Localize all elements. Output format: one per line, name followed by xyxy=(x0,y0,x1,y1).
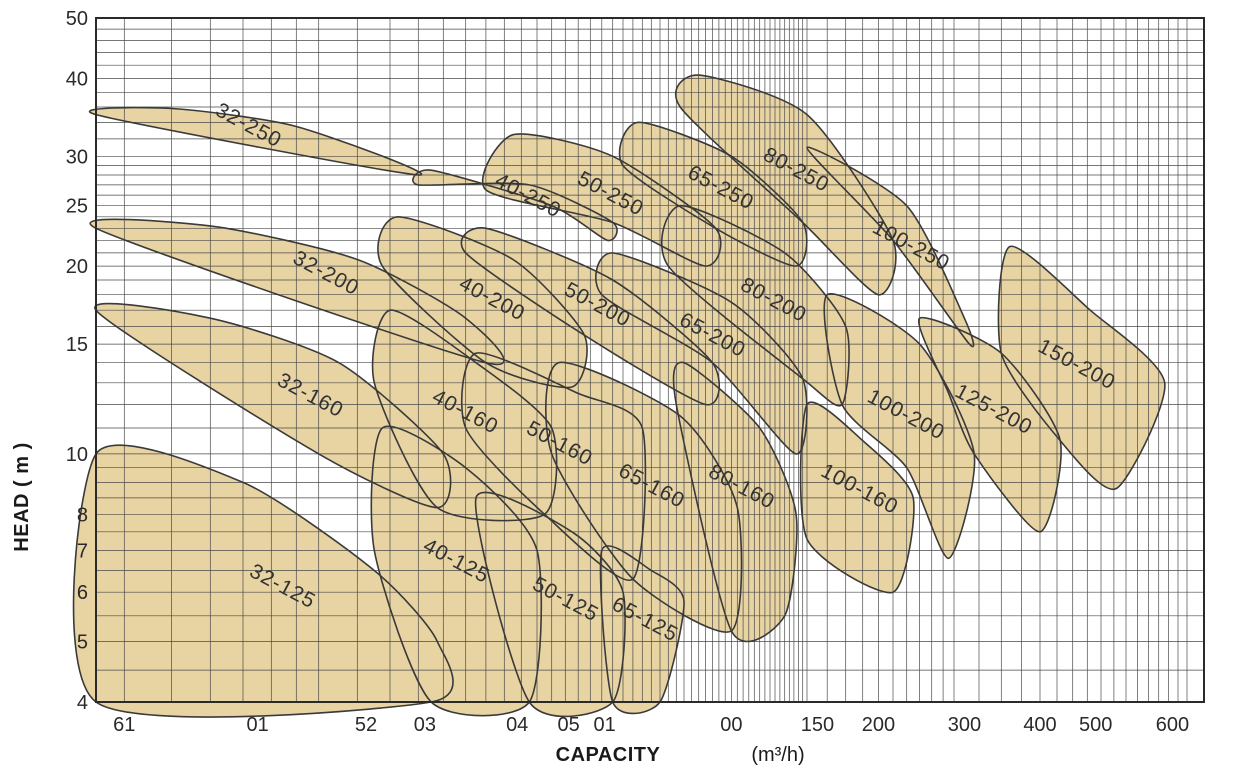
y-tick-label: 40 xyxy=(66,68,88,90)
x-tick-label: 03 xyxy=(414,714,436,736)
y-tick-label: 30 xyxy=(66,146,88,168)
y-tick-label: 7 xyxy=(77,540,88,562)
y-tick-label: 50 xyxy=(66,8,88,30)
region-outline-50-200 xyxy=(460,227,721,406)
region-outline-40-200 xyxy=(377,215,588,389)
region-outline-100-200 xyxy=(823,292,976,560)
y-tick-labels: 4 5 6 7 8 10 15 20 25 30 40 50 xyxy=(66,8,88,714)
x-tick-label: 500 xyxy=(1079,714,1112,736)
x-tick-labels: 61 01 52 03 04 05 01 00 150 200 300 400 500 600 xyxy=(113,714,1189,736)
region-outline-32-250 xyxy=(88,106,423,176)
region-outline-50-125 xyxy=(474,491,626,718)
x-tick-label: 52 xyxy=(355,714,377,736)
region-80-200 xyxy=(661,205,849,406)
region-outline-100-160 xyxy=(799,401,915,594)
region-32-250 xyxy=(89,107,422,176)
y-tick-label: 5 xyxy=(77,632,88,654)
region-outline-32-160 xyxy=(94,302,452,509)
region-100-160 xyxy=(800,402,914,593)
plot-frame xyxy=(95,17,1205,703)
region-outline-150-200 xyxy=(997,245,1166,491)
x-tick-label: 150 xyxy=(801,714,834,736)
region-outline-50-250 xyxy=(481,133,722,267)
y-tick-label: 25 xyxy=(66,196,88,218)
y-tick-label: 10 xyxy=(66,444,88,466)
region-32-125 xyxy=(73,445,454,718)
region-outline-32-125 xyxy=(72,444,454,718)
region-32-160 xyxy=(94,303,451,508)
region-40-200 xyxy=(377,216,588,388)
y-tick-label: 20 xyxy=(66,256,88,278)
x-tick-label: 600 xyxy=(1156,714,1189,736)
region-outline-80-250 xyxy=(674,74,897,296)
y-tick-label: 8 xyxy=(77,504,88,526)
x-tick-label: 300 xyxy=(948,714,981,736)
x-tick-label: 05 xyxy=(557,714,579,736)
x-tick-label: 04 xyxy=(506,714,528,736)
y-tick-label: 15 xyxy=(66,334,88,356)
x-tick-label: 00 xyxy=(720,714,742,736)
x-axis-unit: (m³/h) xyxy=(751,744,804,766)
region-outline-100-250 xyxy=(806,146,975,348)
region-outline-32-200 xyxy=(89,218,505,366)
y-tick-label: 4 xyxy=(77,692,88,714)
region-outlines-layer xyxy=(72,74,1166,718)
region-outline-65-200 xyxy=(595,252,808,455)
x-tick-label: 400 xyxy=(1023,714,1056,736)
x-tick-label: 200 xyxy=(862,714,895,736)
region-outline-65-125 xyxy=(599,545,685,715)
region-outline-80-160 xyxy=(672,361,798,643)
y-tick-label: 6 xyxy=(77,582,88,604)
region-100-200 xyxy=(824,293,975,559)
x-tick-label: 61 xyxy=(113,714,135,736)
x-tick-label: 01 xyxy=(593,714,615,736)
x-tick-label: 01 xyxy=(246,714,268,736)
x-axis-title: CAPACITY xyxy=(556,744,661,766)
y-axis-title: HEAD ( m ) xyxy=(11,442,33,551)
